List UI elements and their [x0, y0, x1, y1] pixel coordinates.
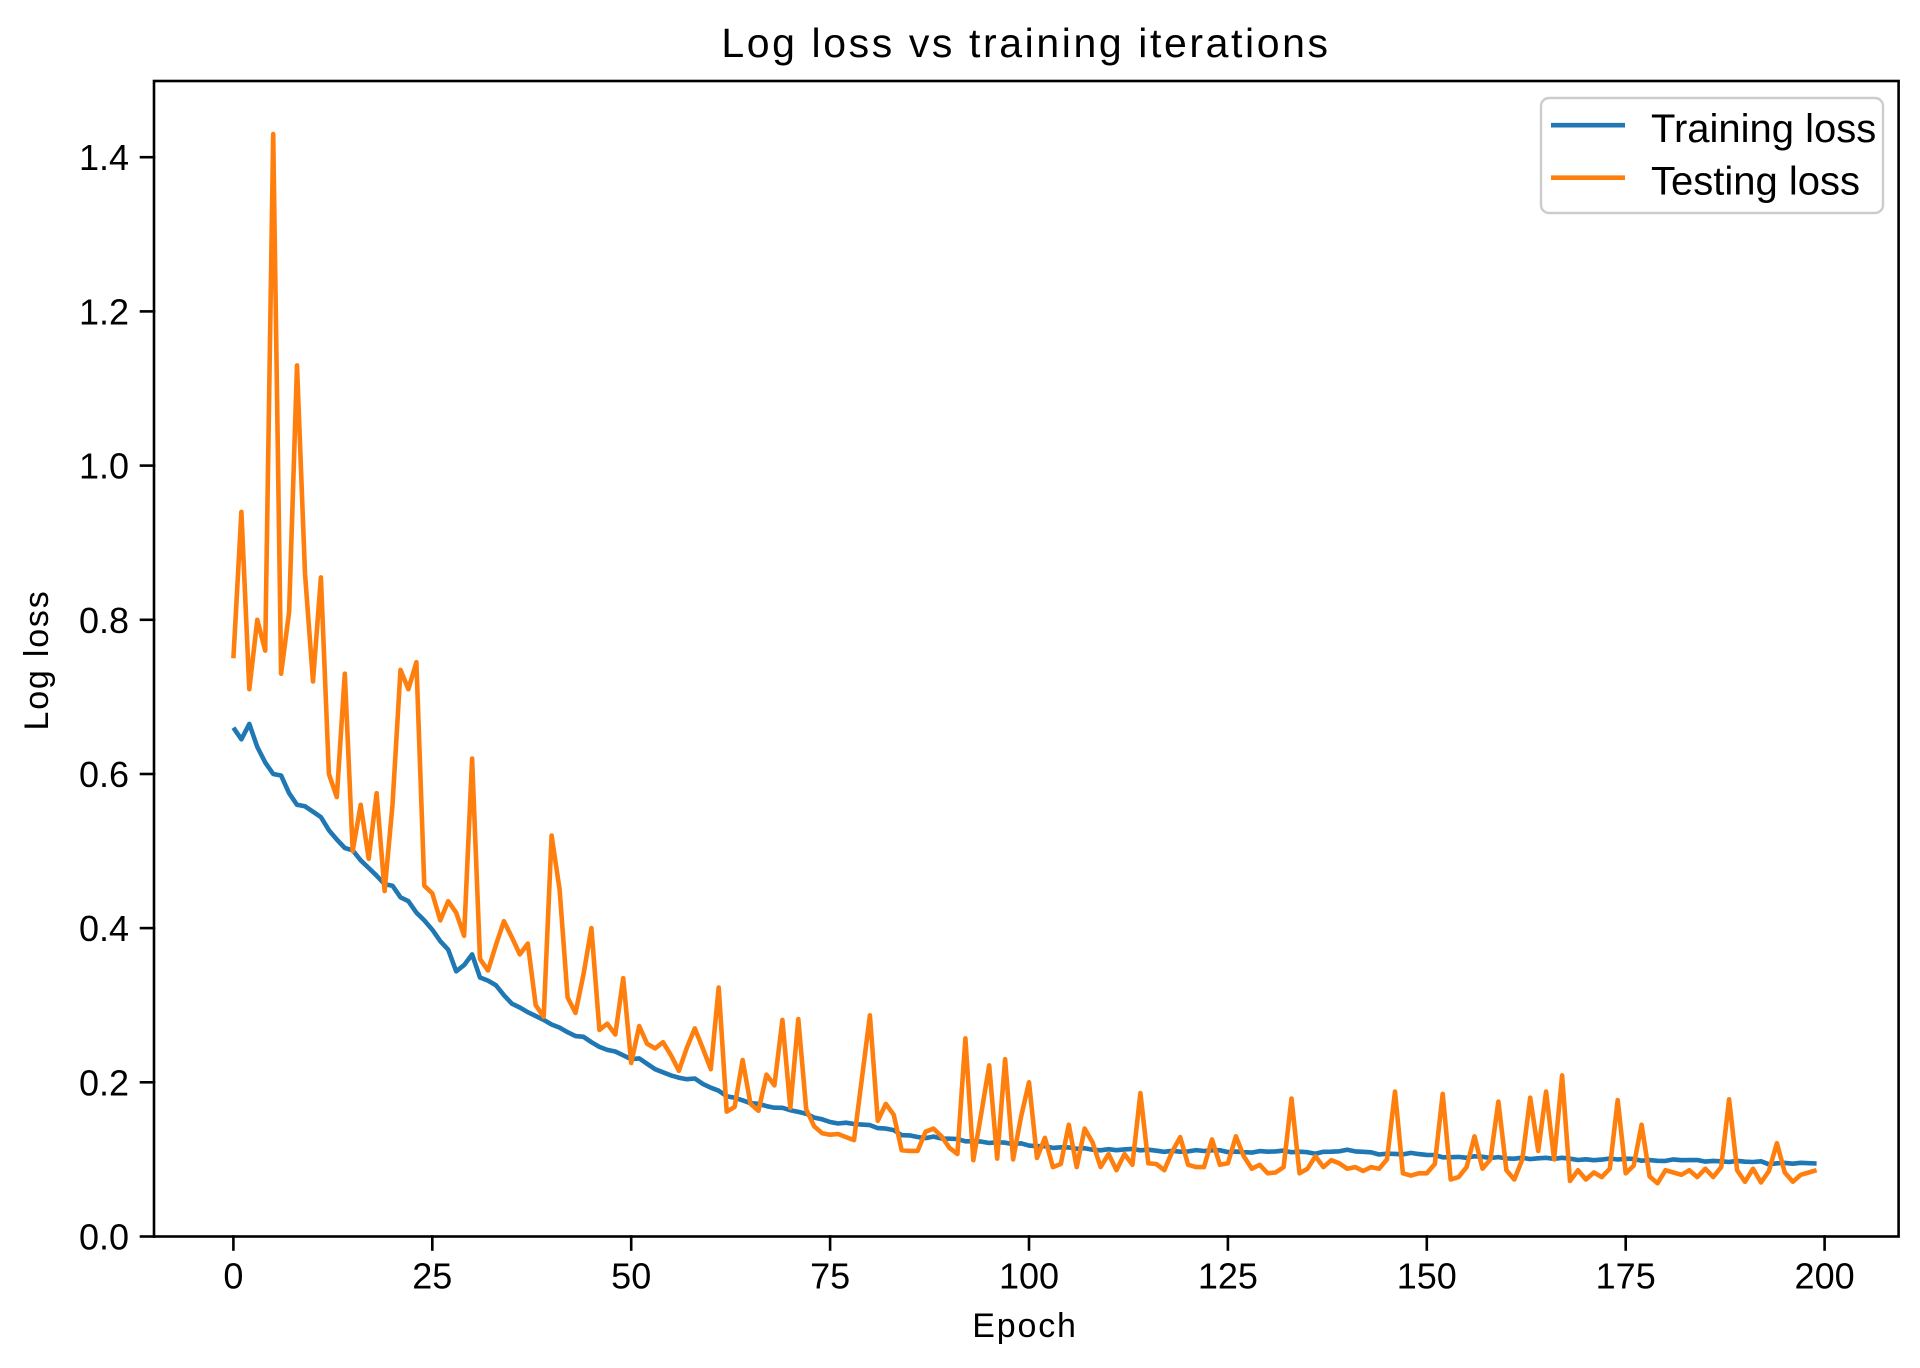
svg-text:Log loss: Log loss	[18, 589, 56, 730]
svg-text:Training loss: Training loss	[1651, 107, 1876, 151]
svg-text:0.0: 0.0	[79, 1217, 129, 1258]
svg-text:Log loss vs training iteration: Log loss vs training iterations	[721, 20, 1330, 66]
svg-text:1.2: 1.2	[79, 291, 129, 332]
svg-text:1.0: 1.0	[79, 446, 129, 487]
svg-text:175: 175	[1596, 1256, 1656, 1297]
svg-text:125: 125	[1198, 1256, 1258, 1297]
svg-text:Epoch: Epoch	[972, 1307, 1077, 1345]
svg-text:0.2: 0.2	[79, 1062, 129, 1103]
svg-text:150: 150	[1397, 1256, 1457, 1297]
svg-text:200: 200	[1795, 1256, 1855, 1297]
svg-text:0.8: 0.8	[79, 600, 129, 641]
svg-text:1.4: 1.4	[79, 137, 129, 178]
svg-text:50: 50	[611, 1256, 651, 1297]
svg-text:25: 25	[412, 1256, 452, 1297]
svg-text:0: 0	[223, 1256, 243, 1297]
svg-text:0.4: 0.4	[79, 908, 129, 949]
svg-text:Testing loss: Testing loss	[1651, 160, 1860, 204]
svg-text:0.6: 0.6	[79, 754, 129, 795]
svg-text:75: 75	[810, 1256, 850, 1297]
svg-text:100: 100	[999, 1256, 1059, 1297]
